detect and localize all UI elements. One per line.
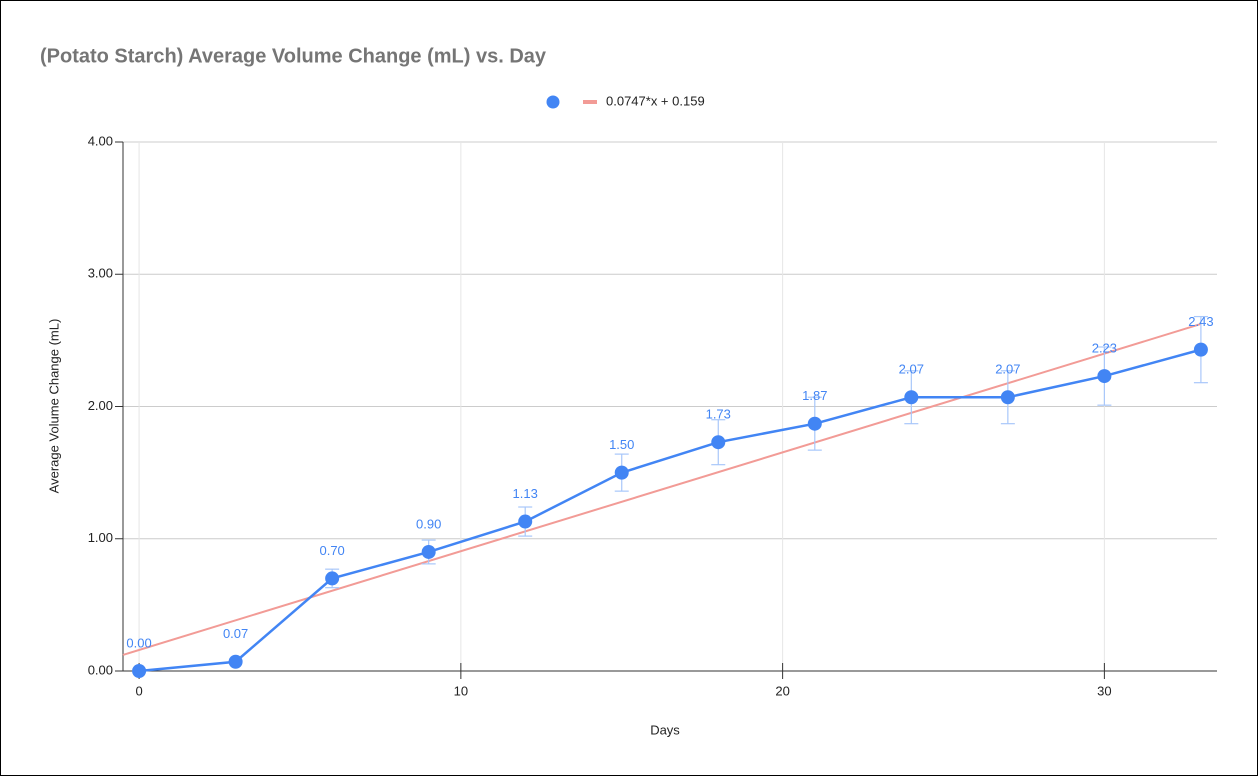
x-axis-label: Days bbox=[650, 722, 680, 737]
y-tick-label: 1.00 bbox=[88, 530, 113, 545]
data-label: 1.87 bbox=[802, 388, 827, 403]
x-tick-label: 30 bbox=[1097, 683, 1111, 698]
data-point bbox=[904, 390, 919, 405]
data-label: 2.43 bbox=[1188, 314, 1213, 329]
legend-marker bbox=[546, 95, 560, 109]
x-tick-label: 0 bbox=[135, 683, 142, 698]
data-point bbox=[1097, 369, 1112, 384]
data-label: 0.00 bbox=[126, 635, 151, 650]
data-point bbox=[325, 571, 340, 586]
chart-title: (Potato Starch) Average Volume Change (m… bbox=[40, 45, 547, 67]
data-point bbox=[421, 544, 436, 559]
data-point bbox=[132, 664, 147, 678]
y-tick-label: 3.00 bbox=[88, 266, 113, 281]
trendline bbox=[122, 323, 1202, 656]
y-tick-label: 2.00 bbox=[88, 398, 113, 413]
y-tick-label: 0.00 bbox=[88, 662, 113, 677]
data-label: 1.50 bbox=[609, 437, 634, 452]
series-line bbox=[138, 348, 1202, 673]
data-point bbox=[711, 435, 726, 450]
data-label: 2.07 bbox=[899, 362, 924, 377]
data-label: 2.23 bbox=[1092, 341, 1117, 356]
x-tick-label: 10 bbox=[454, 683, 468, 698]
data-label: 2.07 bbox=[995, 362, 1020, 377]
legend-label: 0.0747*x + 0.159 bbox=[606, 93, 705, 108]
data-point bbox=[228, 654, 243, 669]
y-axis-label: Average Volume Change (mL) bbox=[46, 319, 61, 494]
data-label: 0.70 bbox=[319, 543, 344, 558]
data-point bbox=[1000, 390, 1015, 405]
y-tick-label: 4.00 bbox=[88, 133, 113, 148]
data-label: 1.73 bbox=[706, 407, 731, 422]
data-label: 0.07 bbox=[223, 626, 248, 641]
data-point bbox=[807, 416, 822, 431]
data-label: 1.13 bbox=[513, 486, 538, 501]
data-label: 0.90 bbox=[416, 516, 441, 531]
data-point bbox=[1193, 342, 1208, 357]
data-point bbox=[614, 465, 629, 480]
x-tick-label: 20 bbox=[775, 683, 789, 698]
data-point bbox=[518, 514, 533, 529]
